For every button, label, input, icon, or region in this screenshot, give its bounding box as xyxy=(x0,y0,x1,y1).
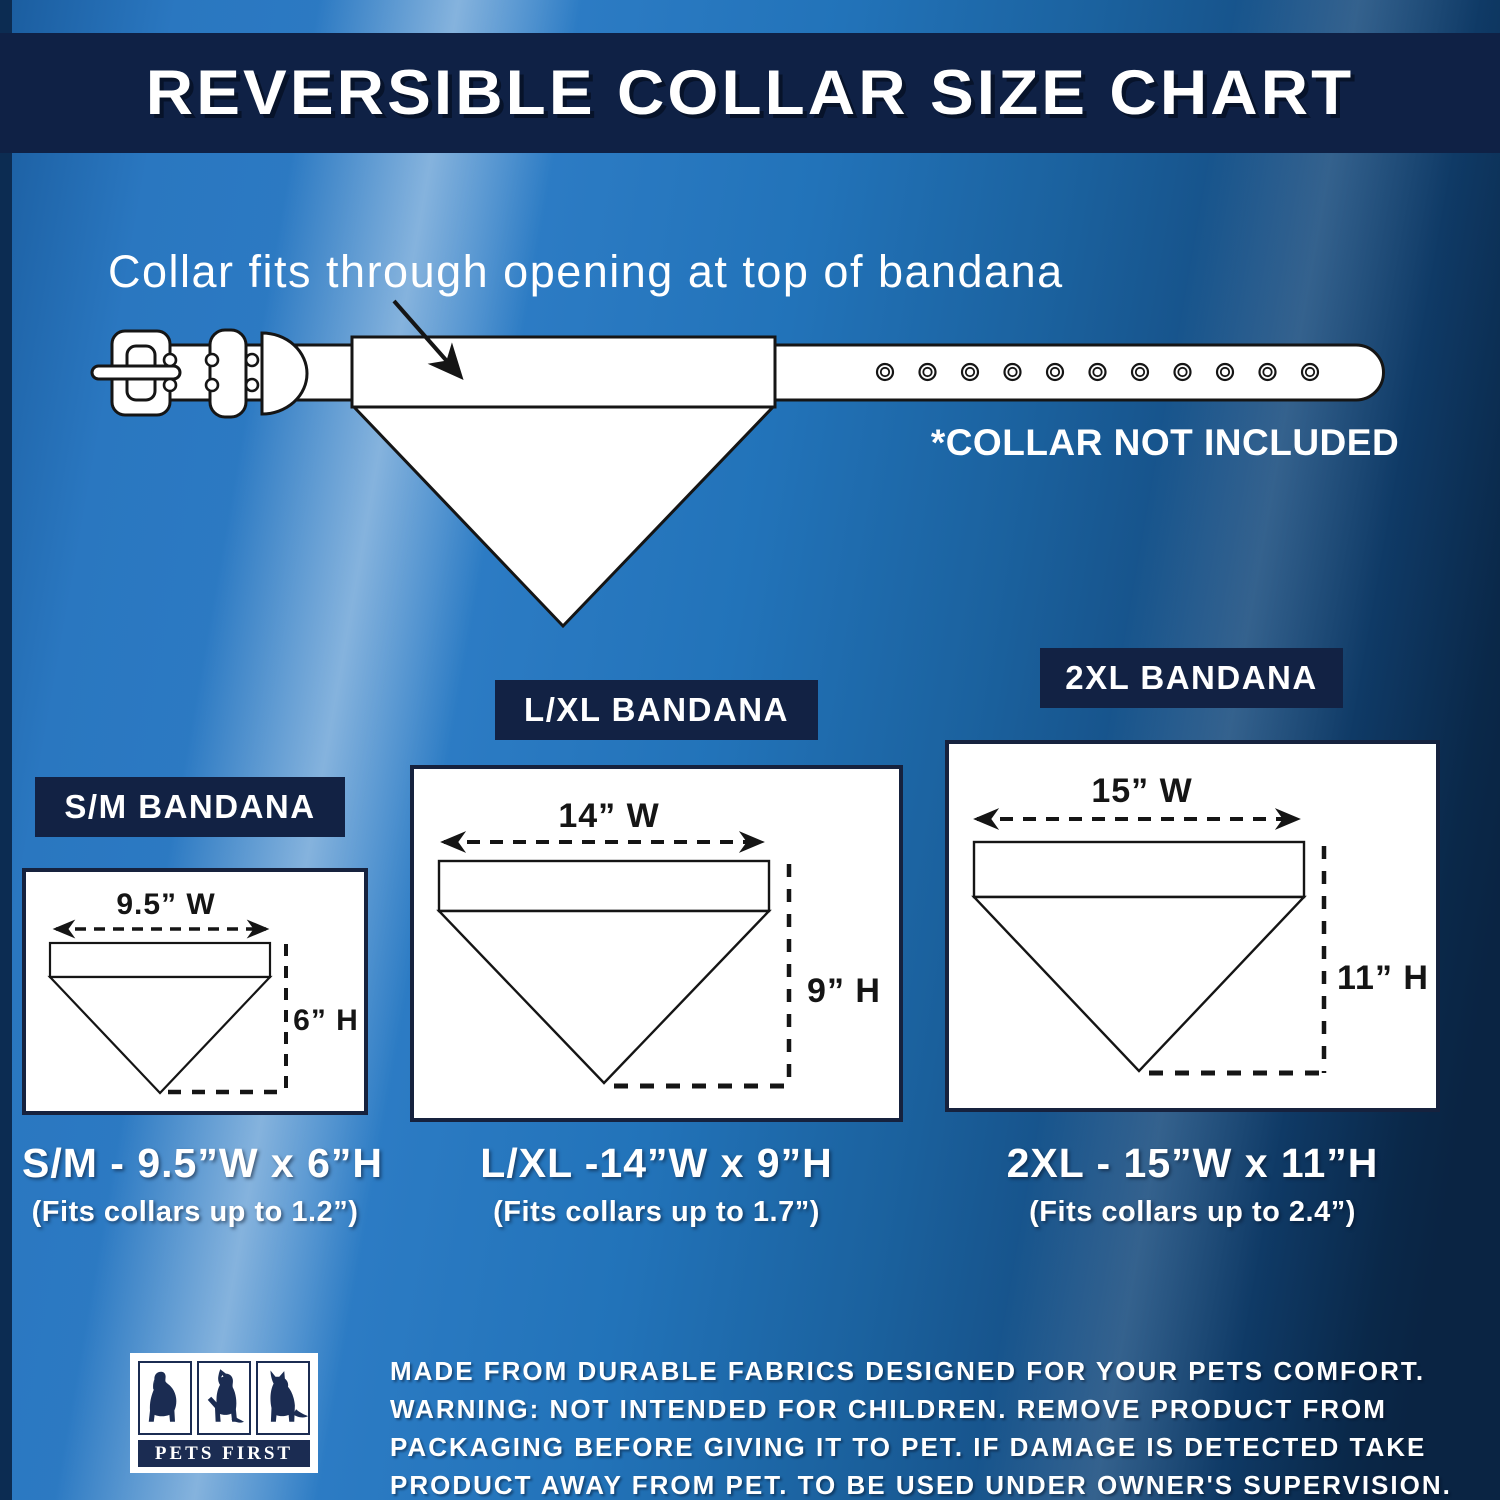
bandana-sleeve-outline-lxl xyxy=(437,859,771,913)
shepherd-dog-icon xyxy=(270,1370,308,1422)
sitting-retriever-icon xyxy=(148,1371,177,1422)
collar-keepers xyxy=(208,328,309,419)
disclaimer-line-3: PACKAGING BEFORE GIVING IT TO PET. IF DA… xyxy=(390,1432,1427,1462)
bandana-triangle xyxy=(350,405,777,629)
bandana-sleeve xyxy=(350,335,777,409)
size-card-2xl: 15” W 11” H xyxy=(945,740,1440,1112)
width-label-sm: 9.5” W xyxy=(116,888,215,921)
collar-caption: Collar fits through opening at top of ba… xyxy=(108,246,1064,297)
width-label-2xl: 15” W xyxy=(1091,772,1192,810)
disclaimer-line-4: PRODUCT AWAY FROM PET. TO BE USED UNDER … xyxy=(390,1470,1452,1500)
size-label-lxl: L/XL BANDANA xyxy=(495,680,818,740)
disclaimer-line-2: WARNING: NOT INTENDED FOR CHILDREN. REMO… xyxy=(390,1394,1387,1424)
width-label-lxl: 14” W xyxy=(558,797,659,835)
left-edge-strip xyxy=(0,0,12,1500)
logo-panel-2 xyxy=(197,1361,251,1435)
bandana-triangle-outline-2xl xyxy=(971,895,1307,1073)
size-diagram-2xl: 15” W 11” H xyxy=(971,772,1429,1076)
logo-dog-panels xyxy=(138,1361,310,1435)
collar-diagram xyxy=(90,299,1385,629)
height-label-sm: 6” H xyxy=(293,1004,359,1037)
bandana-sleeve-outline-2xl xyxy=(972,840,1306,899)
logo-panel-3 xyxy=(256,1361,310,1435)
size-card-sm: 9.5” W 6” H xyxy=(22,868,368,1115)
fits-note-sm: (Fits collars up to 1.2”) xyxy=(31,1196,359,1228)
title-band: REVERSIBLE COLLAR SIZE CHART xyxy=(0,33,1500,153)
size-card-lxl: 14” W 9” H xyxy=(410,765,903,1122)
page-title: REVERSIBLE COLLAR SIZE CHART xyxy=(145,58,1355,128)
bandana-triangle-outline-sm xyxy=(47,975,273,1095)
buckle-prong xyxy=(90,364,182,381)
size-diagram-sm: 9.5” W 6” H xyxy=(47,888,359,1095)
size-summary-2xl: 2XL - 15”W x 11”H xyxy=(1006,1140,1379,1186)
pets-first-logo: PETS FIRST xyxy=(130,1353,318,1473)
height-label-lxl: 9” H xyxy=(807,972,881,1010)
fits-note-lxl: (Fits collars up to 1.7”) xyxy=(493,1196,820,1228)
size-summary-lxl: L/XL -14”W x 9”H xyxy=(480,1140,833,1186)
size-diagram-lxl: 14” W 9” H xyxy=(436,797,881,1089)
collar-not-included-note: *COLLAR NOT INCLUDED xyxy=(930,422,1400,463)
dog-paw-up-icon xyxy=(207,1369,244,1423)
logo-brand-name: PETS FIRST xyxy=(138,1440,310,1467)
size-label-2xl: 2XL BANDANA xyxy=(1040,648,1343,708)
fits-note-2xl: (Fits collars up to 2.4”) xyxy=(1029,1196,1356,1228)
collar-buckle-holes xyxy=(162,352,260,393)
size-summary-sm: S/M - 9.5”W x 6”H xyxy=(22,1140,384,1186)
collar-buckle xyxy=(90,329,182,417)
pointer-arrow xyxy=(392,299,464,381)
collar-eyelets xyxy=(875,362,1320,382)
height-label-2xl: 11” H xyxy=(1337,959,1429,997)
bandana-sleeve-outline-sm xyxy=(48,941,272,979)
bandana-triangle-outline-lxl xyxy=(436,909,772,1085)
size-label-sm: S/M BANDANA xyxy=(35,777,345,837)
disclaimer-line-1: MADE FROM DURABLE FABRICS DESIGNED FOR Y… xyxy=(390,1356,1426,1386)
logo-panel-1 xyxy=(138,1361,192,1435)
disclaimer-text: MADE FROM DURABLE FABRICS DESIGNED FOR Y… xyxy=(390,1352,1452,1500)
